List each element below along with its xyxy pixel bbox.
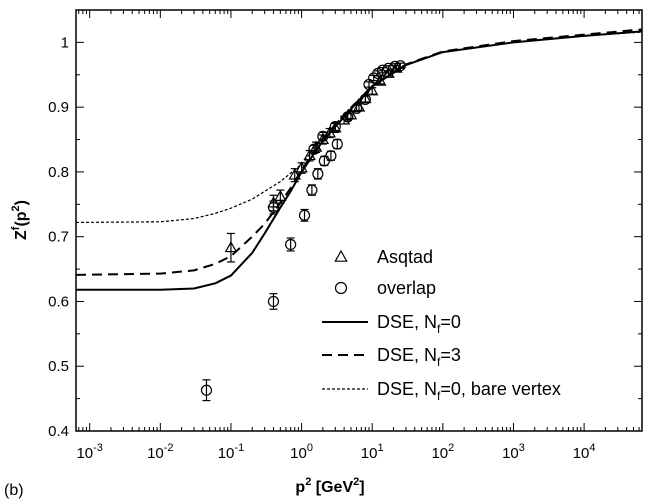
legend-label: Asqtad bbox=[377, 247, 433, 267]
y-tick-label: 0.6 bbox=[48, 293, 69, 310]
legend-label: DSE, Nf=3 bbox=[377, 345, 461, 369]
circle-point bbox=[308, 143, 320, 155]
y-tick-label: 0.9 bbox=[48, 99, 69, 116]
y-tick-label: 0.5 bbox=[48, 358, 69, 375]
x-tick-label: 10-3 bbox=[76, 442, 102, 462]
curve-solid bbox=[76, 30, 643, 291]
circle-point bbox=[342, 111, 354, 123]
y-tick-label: 0.8 bbox=[48, 164, 69, 181]
curve-dotted bbox=[75, 31, 643, 224]
circle-point bbox=[200, 379, 213, 402]
panel-label: (b) bbox=[4, 482, 24, 499]
x-tick-label: 100 bbox=[290, 442, 313, 462]
y-tick-label: 0.7 bbox=[48, 229, 69, 246]
triangle-point bbox=[295, 161, 308, 174]
x-axis-label: p2 [GeV2] bbox=[295, 476, 364, 496]
triangle-point bbox=[224, 232, 238, 263]
circle-point bbox=[306, 184, 318, 196]
circle-point bbox=[285, 237, 297, 252]
curve-dashed bbox=[75, 28, 643, 276]
triangle-point bbox=[288, 168, 301, 183]
circle-point bbox=[329, 120, 341, 133]
curves bbox=[75, 28, 643, 291]
data-markers bbox=[200, 60, 406, 402]
legend-entry: DSE, Nf=0, bare vertex bbox=[322, 379, 561, 403]
circle-point bbox=[267, 200, 280, 215]
x-tick-label: 103 bbox=[502, 442, 525, 462]
circle-point bbox=[394, 60, 406, 72]
triangle-point bbox=[274, 189, 287, 204]
circle-point bbox=[318, 155, 330, 167]
x-tick-label: 10-1 bbox=[218, 442, 244, 462]
legend-entry: DSE, Nf=0 bbox=[322, 312, 461, 336]
y-tick-label: 0.4 bbox=[48, 423, 69, 440]
circle-point bbox=[267, 293, 280, 310]
circle-point bbox=[359, 93, 371, 105]
legend-entry: DSE, Nf=3 bbox=[322, 345, 461, 369]
circle-point bbox=[350, 102, 363, 115]
axis-ticks: 10-3 10-2 10-1 100 101 102 103 104 0.4 0.5 0.6 0.7 0… bbox=[48, 9, 642, 462]
x-tick-label: 101 bbox=[361, 442, 384, 462]
legend-label: overlap bbox=[377, 278, 436, 298]
circle-point bbox=[325, 150, 337, 162]
y-axis-label: Zf(p2) bbox=[10, 200, 30, 240]
circle-point bbox=[382, 62, 395, 74]
legend-entry: Asqtad bbox=[334, 247, 433, 267]
plot-frame bbox=[75, 9, 643, 432]
x-tick-label: 102 bbox=[431, 442, 454, 462]
legend-label: DSE, Nf=0, bare vertex bbox=[377, 379, 561, 403]
x-tick-label: 10-2 bbox=[147, 442, 173, 462]
circle-point bbox=[331, 138, 343, 150]
circle-point bbox=[317, 130, 329, 142]
legend-entry: overlap bbox=[334, 278, 436, 298]
x-tick-label: 104 bbox=[573, 442, 596, 462]
legend: Asqtad overlap DSE, Nf=0 DSE, Nf=3 DSE, Nf=0… bbox=[322, 247, 561, 403]
circle-point bbox=[376, 64, 389, 76]
circle-point bbox=[298, 208, 311, 222]
legend-label: DSE, Nf=0 bbox=[377, 312, 461, 336]
circle-point bbox=[312, 168, 324, 180]
y-tick-label: 1 bbox=[61, 34, 69, 51]
